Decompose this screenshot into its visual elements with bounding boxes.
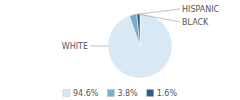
pie-slice	[108, 14, 172, 78]
annotation-label: HISPANIC	[182, 5, 220, 14]
leader-line	[133, 9, 180, 15]
pie-slice	[129, 14, 140, 46]
legend-swatch	[147, 90, 154, 97]
pie-slice	[137, 14, 140, 46]
legend-label: 3.8%	[117, 89, 138, 98]
leader-line	[90, 46, 108, 47]
annotation-label: BLACK	[182, 18, 209, 27]
legend-item: 1.6%	[147, 89, 178, 98]
legend-label: 94.6%	[73, 89, 99, 98]
annotation-label: WHITE	[62, 42, 88, 51]
annotations: WHITE HISPANIC BLACK	[62, 5, 220, 51]
legend-swatch	[107, 90, 114, 97]
leader-line	[138, 14, 180, 22]
chart: WHITE HISPANIC BLACK 94.6% 3.8% 1.6%	[0, 0, 240, 100]
legend-item: 94.6%	[63, 89, 99, 98]
legend: 94.6% 3.8% 1.6%	[63, 89, 177, 98]
legend-swatch	[63, 90, 70, 97]
legend-label: 1.6%	[157, 89, 178, 98]
pie	[108, 14, 172, 78]
legend-item: 3.8%	[107, 89, 138, 98]
